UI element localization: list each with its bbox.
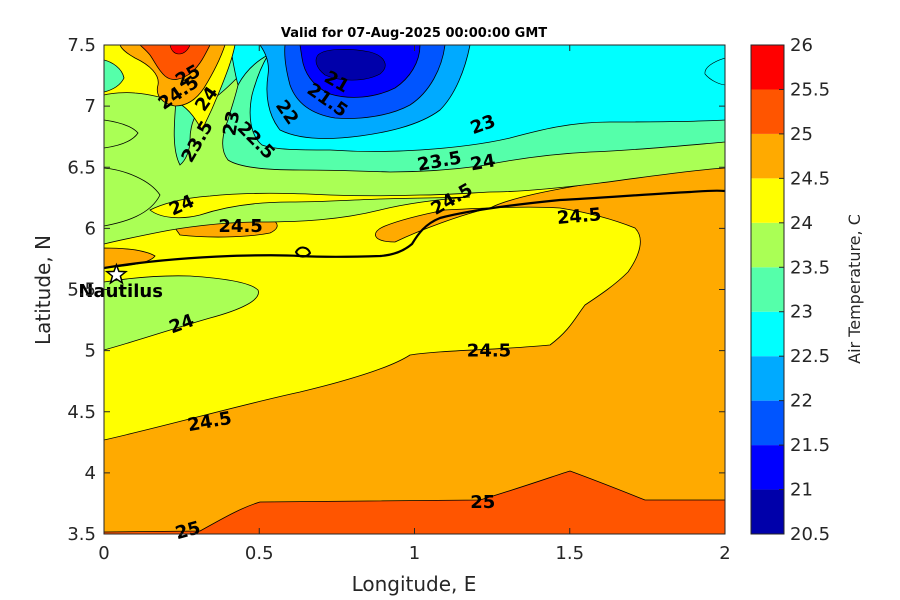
x-tick-label: 2 bbox=[719, 543, 730, 564]
colorbar-tick-label: 22.5 bbox=[790, 346, 830, 367]
coastline-islet bbox=[294, 246, 312, 258]
fill-level-23-5-west-lower bbox=[104, 167, 161, 227]
colorbar: 20.5 21 21.5 22 22.5 23 23.5 24 24.5 25 25.5 26 bbox=[750, 35, 830, 545]
colorbar-tick-label: 24 bbox=[790, 213, 813, 234]
colorbar-segment bbox=[751, 400, 784, 446]
fill-level-23-5-west-upper bbox=[104, 119, 139, 149]
colorbar-segment bbox=[751, 356, 784, 401]
y-tick-label: 6.5 bbox=[67, 157, 96, 178]
plot-area bbox=[104, 45, 725, 534]
colorbar-tick-label: 21 bbox=[790, 480, 813, 501]
colorbar-segment bbox=[751, 311, 784, 357]
y-tick-label: 3.5 bbox=[67, 524, 96, 545]
colorbar-segment bbox=[751, 45, 784, 90]
colorbar-tick-label: 26 bbox=[790, 35, 813, 56]
x-tick-label: 0 bbox=[98, 543, 109, 564]
colorbar-segment bbox=[751, 489, 784, 534]
colorbar-frame bbox=[750, 44, 785, 535]
fill-level-25-nw bbox=[139, 45, 211, 80]
x-axis-label: Longitude, E bbox=[352, 572, 477, 596]
colorbar-segment bbox=[751, 445, 784, 490]
nautilus-label: Nautilus bbox=[78, 281, 163, 302]
y-axis-label: Latitude, N bbox=[31, 235, 55, 345]
contour-label: 23 bbox=[219, 109, 244, 137]
colorbar-tick-label: 25.5 bbox=[790, 79, 830, 100]
x-axis: 0 0.5 1 1.5 2 bbox=[98, 45, 731, 564]
colorbar-tick-label: 21.5 bbox=[790, 435, 830, 456]
colorbar-tick-label: 23 bbox=[790, 302, 813, 323]
y-tick-label: 6 bbox=[85, 218, 96, 239]
y-tick-label: 4.5 bbox=[67, 402, 96, 423]
chart-title: Valid for 07-Aug-2025 00:00:00 GMT bbox=[281, 26, 547, 41]
contour-label: 24.5 bbox=[218, 216, 262, 237]
colorbar-tick-label: 24.5 bbox=[790, 168, 830, 189]
colorbar-segment bbox=[751, 222, 784, 268]
contour-label: 24.5 bbox=[556, 204, 602, 229]
colorbar-segment bbox=[751, 178, 784, 223]
colorbar-segment bbox=[751, 267, 784, 312]
colorbar-label: Air Temperature, C bbox=[845, 214, 864, 364]
colorbar-segment bbox=[751, 89, 784, 134]
coastline bbox=[104, 189, 725, 270]
fill-level-25-south bbox=[104, 470, 725, 534]
contour-label: 25 bbox=[470, 492, 495, 513]
x-tick-label: 0.5 bbox=[245, 543, 274, 564]
x-tick-label: 1.5 bbox=[555, 543, 584, 564]
fill-level-25-5-nw bbox=[169, 45, 191, 55]
y-tick-label: 5.5 bbox=[67, 280, 96, 301]
y-tick-label: 5 bbox=[85, 341, 96, 362]
y-axis: 3.5 4 4.5 5 5.5 6 6.5 7 7.5 bbox=[67, 35, 725, 545]
fill-level-23-west bbox=[104, 59, 125, 93]
contour-label: 24 bbox=[469, 150, 497, 175]
fill-level-24-5-south bbox=[104, 166, 725, 534]
colorbar-tick-label: 22 bbox=[790, 391, 813, 412]
marker-layer: Nautilus bbox=[78, 262, 163, 302]
colorbar-tick-label: 20.5 bbox=[790, 524, 830, 545]
nautilus-star-marker bbox=[104, 262, 128, 285]
contour-label: 24.5 bbox=[467, 341, 511, 362]
colorbar-tick-label: 23.5 bbox=[790, 257, 830, 278]
x-tick-label: 1 bbox=[409, 543, 420, 564]
y-tick-label: 7.5 bbox=[67, 35, 96, 56]
fill-level-23-5-nautilus bbox=[104, 275, 259, 351]
y-tick-label: 4 bbox=[85, 463, 96, 484]
y-tick-label: 7 bbox=[85, 96, 96, 117]
colorbar-segment bbox=[751, 133, 784, 179]
colorbar-tick-label: 25 bbox=[790, 124, 813, 145]
fill-level-22-5-east bbox=[704, 57, 725, 86]
fill-level-20-5 bbox=[315, 49, 386, 81]
